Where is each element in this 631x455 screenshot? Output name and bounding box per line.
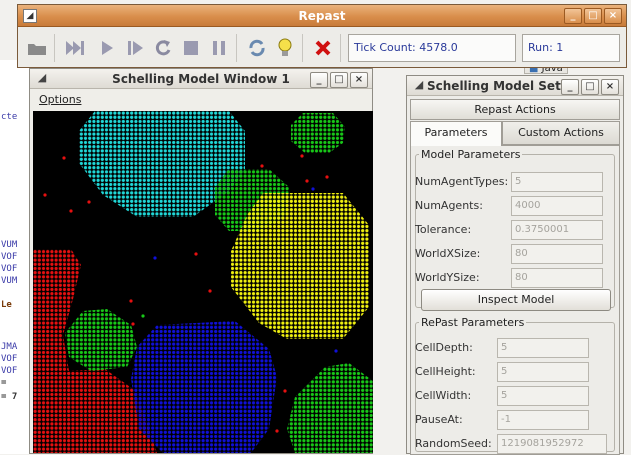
- parameters-panel: Model Parameters NumAgentTypes: 5 NumAge…: [410, 145, 620, 455]
- blue-cluster: [131, 321, 277, 453]
- agent-grid-svg: [33, 111, 373, 453]
- model-window-title: Schelling Model Window 1: [112, 72, 290, 86]
- param-label: CellDepth:: [415, 341, 473, 354]
- param-label: RandomSeed:: [415, 437, 492, 450]
- code-fragment: VOF: [1, 354, 18, 364]
- run-button[interactable]: [94, 35, 120, 61]
- repast-title: Repast: [298, 9, 346, 23]
- background-code-editor: cte VUM VOF VOF VUM Le JMA VOF VOF = = 7: [0, 60, 30, 454]
- repast-actions-button[interactable]: Repast Actions: [410, 99, 620, 120]
- code-fragment: VOF: [1, 264, 18, 274]
- options-menu[interactable]: Options: [39, 93, 82, 106]
- close-button[interactable]: ×: [604, 8, 622, 24]
- minimize-button[interactable]: _: [564, 8, 582, 24]
- inspect-model-button[interactable]: Inspect Model: [421, 289, 611, 311]
- schelling-model-window: ◢ Schelling Model Window 1 _ □ × Options: [29, 68, 373, 454]
- model-window-menubar: Options: [30, 90, 372, 110]
- repast-parameters-legend: RePast Parameters: [421, 316, 525, 329]
- play-icon: [102, 41, 113, 55]
- pause-icon: [213, 41, 225, 55]
- code-fragment: Le: [1, 300, 12, 310]
- repast-parameters-group: RePast Parameters: [415, 316, 615, 452]
- window-app-icon[interactable]: ◢: [37, 71, 47, 84]
- param-label: WorldYSize:: [415, 271, 480, 284]
- param-label: CellWidth:: [415, 389, 472, 402]
- yellow-cluster: [231, 193, 369, 339]
- maximize-button[interactable]: □: [584, 8, 602, 24]
- settings-window-titlebar[interactable]: ◢ Schelling Model Set _ □ ×: [407, 76, 623, 96]
- code-fragment: = 7: [1, 392, 18, 402]
- stop-button[interactable]: [178, 35, 204, 61]
- green-cluster: [287, 363, 373, 453]
- code-fragment: cte: [1, 112, 18, 122]
- folder-icon: [28, 44, 46, 55]
- info-button[interactable]: [272, 35, 298, 61]
- repast-toolbar: Tick Count: 4578.0 Run: 1: [18, 28, 626, 68]
- cycle-icon: [249, 39, 265, 57]
- refresh-icon: [155, 40, 171, 56]
- schelling-model-settings-window: ◢ Schelling Model Set _ □ × Repast Actio…: [406, 75, 624, 455]
- pause-at-field[interactable]: -1: [497, 410, 589, 430]
- code-fragment: JMA: [1, 342, 18, 352]
- code-fragment: VOF: [1, 366, 18, 376]
- step-forward-button[interactable]: [62, 35, 88, 61]
- repast-window: ◢ Repast _ □ ×: [17, 4, 627, 68]
- param-label: CellHeight:: [415, 365, 476, 378]
- code-fragment: VUM: [1, 276, 18, 286]
- tick-count-field: Tick Count: 4578.0: [348, 34, 516, 62]
- world-y-size-field[interactable]: 80: [511, 268, 603, 288]
- green-cluster: [291, 113, 345, 153]
- java-icon: ■: [529, 63, 539, 74]
- red-cluster: [33, 249, 157, 453]
- settings-window-title: Schelling Model Set: [427, 79, 561, 93]
- step-button[interactable]: [122, 35, 148, 61]
- reset-button[interactable]: [150, 35, 176, 61]
- num-agent-types-field[interactable]: 5: [511, 172, 603, 192]
- settings-button[interactable]: [244, 35, 270, 61]
- pause-button[interactable]: [206, 35, 232, 61]
- green-cluster: [65, 309, 137, 371]
- run-number-field: Run: 1: [522, 34, 620, 62]
- close-button[interactable]: ×: [350, 72, 368, 88]
- step-icon: [128, 41, 143, 55]
- param-label: NumAgents:: [415, 199, 483, 212]
- cell-depth-field[interactable]: 5: [497, 338, 589, 358]
- random-seed-field[interactable]: 1219081952972: [497, 434, 607, 454]
- exit-button[interactable]: [310, 35, 336, 61]
- model-window-titlebar[interactable]: ◢ Schelling Model Window 1 _ □ ×: [30, 69, 372, 89]
- repast-app-icon[interactable]: ◢: [23, 9, 37, 23]
- setup-button[interactable]: [24, 35, 50, 61]
- model-parameters-legend: Model Parameters: [421, 148, 521, 161]
- tolerance-field[interactable]: 0.3750001: [511, 220, 603, 240]
- fast-forward-icon: [66, 41, 84, 55]
- close-button[interactable]: ×: [601, 79, 619, 95]
- scattered-agents: [43, 154, 338, 433]
- maximize-button[interactable]: □: [581, 79, 599, 95]
- code-fragment: VOF: [1, 252, 18, 262]
- minimize-button[interactable]: _: [310, 72, 328, 88]
- param-label: WorldXSize:: [415, 247, 481, 260]
- param-label: Tolerance:: [415, 223, 472, 236]
- param-label: PauseAt:: [415, 413, 463, 426]
- lightbulb-icon: [278, 38, 292, 56]
- window-app-icon[interactable]: ◢: [414, 78, 424, 91]
- java-tab-label: Java: [541, 63, 563, 74]
- close-icon: [315, 40, 331, 56]
- world-x-size-field[interactable]: 80: [511, 244, 603, 264]
- cyan-cluster: [79, 111, 245, 217]
- tab-parameters[interactable]: Parameters: [410, 121, 502, 146]
- agent-grid-display: [33, 111, 373, 453]
- code-fragment: =: [1, 378, 7, 388]
- maximize-button[interactable]: □: [330, 72, 348, 88]
- num-agents-field[interactable]: 4000: [511, 196, 603, 216]
- minimize-button[interactable]: _: [561, 79, 579, 95]
- cell-height-field[interactable]: 5: [497, 362, 589, 382]
- cell-width-field[interactable]: 5: [497, 386, 589, 406]
- tab-custom-actions[interactable]: Custom Actions: [502, 121, 620, 145]
- stop-icon: [184, 41, 198, 55]
- repast-titlebar[interactable]: ◢ Repast _ □ ×: [18, 5, 626, 27]
- param-label: NumAgentTypes:: [415, 175, 509, 188]
- code-fragment: VUM: [1, 240, 18, 250]
